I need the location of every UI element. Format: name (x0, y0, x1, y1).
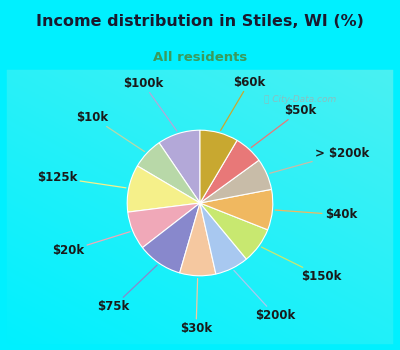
Text: $100k: $100k (123, 77, 177, 131)
Wedge shape (142, 203, 200, 273)
Wedge shape (159, 130, 200, 203)
Text: > $200k: > $200k (270, 147, 369, 173)
Text: $20k: $20k (52, 232, 130, 258)
Text: $50k: $50k (251, 104, 316, 147)
Text: ⓘ City-Data.com: ⓘ City-Data.com (264, 95, 336, 104)
Wedge shape (128, 203, 200, 247)
Wedge shape (200, 140, 259, 203)
Wedge shape (200, 160, 272, 203)
Text: All residents: All residents (153, 51, 247, 64)
Text: $200k: $200k (234, 271, 295, 322)
Text: $60k: $60k (221, 76, 265, 131)
Text: $40k: $40k (275, 208, 357, 221)
Text: $150k: $150k (261, 247, 342, 283)
Wedge shape (127, 166, 200, 212)
Text: Income distribution in Stiles, WI (%): Income distribution in Stiles, WI (%) (36, 14, 364, 28)
Text: $30k: $30k (180, 279, 212, 335)
Text: $125k: $125k (37, 171, 126, 188)
Text: $75k: $75k (97, 265, 157, 313)
Text: $10k: $10k (76, 111, 145, 152)
Wedge shape (180, 203, 216, 276)
Wedge shape (200, 203, 246, 274)
Wedge shape (200, 203, 268, 259)
Wedge shape (200, 189, 273, 230)
Wedge shape (200, 130, 237, 203)
Wedge shape (137, 143, 200, 203)
